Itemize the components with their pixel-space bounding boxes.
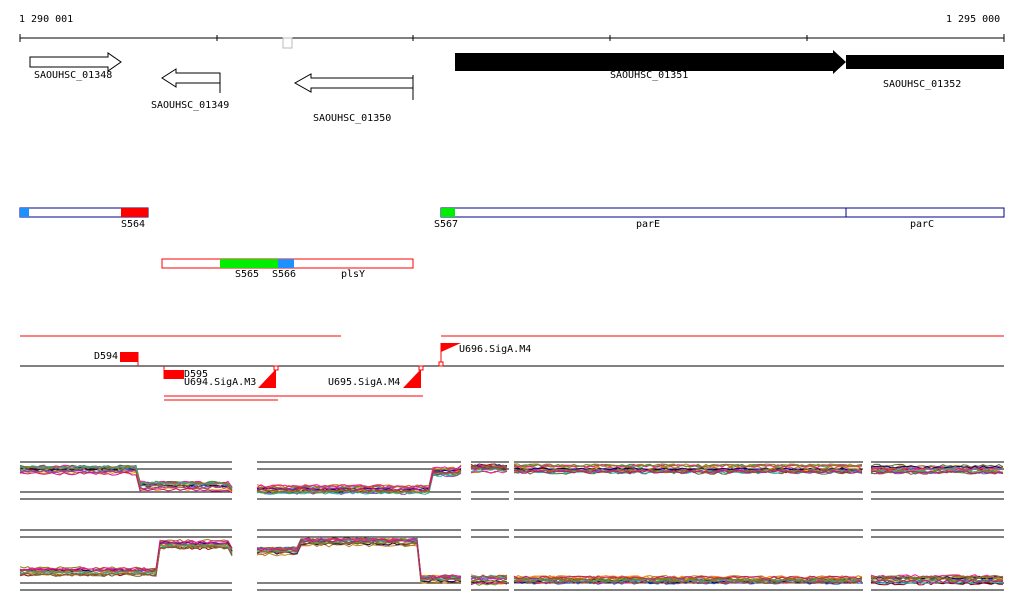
segment-label-parC: parC	[910, 219, 935, 230]
gene-arrow-01349[interactable]	[161, 68, 221, 88]
ruler-end-label: 1 295 000	[946, 14, 1001, 25]
feature-label-d594: D594	[94, 351, 119, 362]
plus-segment-track	[19, 207, 1005, 218]
feature-label-u694: U694.SigA.M3	[184, 377, 257, 388]
gene-arrow-01351[interactable]	[455, 50, 846, 74]
ruler	[19, 34, 1005, 49]
segment-label-s564: S564	[121, 219, 146, 230]
segment-label-s565: S565	[235, 269, 260, 280]
gene-label-01352: SAOUHSC_01352	[883, 79, 962, 90]
expression-panels	[19, 461, 1004, 591]
gene-label-01351: SAOUHSC_01351	[610, 70, 689, 81]
plus-strand-expression	[19, 461, 1004, 500]
feature-track	[20, 335, 1004, 401]
gene-label-01350: SAOUHSC_01350	[313, 113, 392, 124]
gene-arrow-01350[interactable]	[293, 73, 414, 93]
feature-label-d595: D595	[184, 369, 209, 380]
segment-label-s566: S566	[272, 269, 297, 280]
minus-segment-track	[161, 258, 414, 269]
ruler-scroll-handle[interactable]	[282, 37, 293, 49]
minus-strand-expression	[19, 529, 1004, 591]
feature-label-u696: U696.SigA.M4	[459, 344, 532, 355]
feature-label-u695: U695.SigA.M4	[328, 377, 401, 388]
segment-label-parE: parE	[636, 219, 661, 230]
gene-label-01349: SAOUHSC_01349	[151, 100, 230, 111]
segment-label-plsY: plsY	[341, 269, 366, 280]
gene-arrow-01352[interactable]	[846, 55, 1004, 69]
gene-arrow-01348[interactable]	[29, 52, 122, 72]
ruler-start-label: 1 290 001	[19, 14, 74, 25]
gene-label-01348: SAOUHSC_01348	[34, 70, 113, 81]
segment-label-s567: S567	[434, 219, 459, 230]
